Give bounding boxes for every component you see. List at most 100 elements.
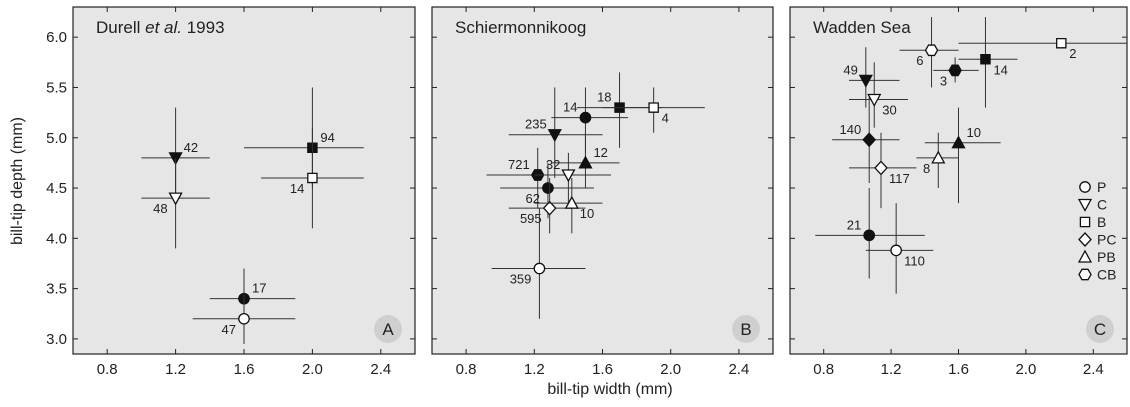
data-point-triangle-up xyxy=(564,195,579,209)
data-point-square xyxy=(648,102,659,113)
data-label: 12 xyxy=(593,145,607,160)
data-label: 21 xyxy=(847,217,861,232)
data-label: 32 xyxy=(546,157,560,172)
data-label: 14 xyxy=(290,181,304,196)
data-point-triangle-down xyxy=(561,169,576,183)
data-label: 14 xyxy=(993,62,1007,77)
panel-title-part: Schiermonnikoog xyxy=(455,18,586,37)
x-tick-label: 2.0 xyxy=(302,361,323,378)
data-label: 2 xyxy=(1069,46,1076,61)
data-label: 117 xyxy=(889,171,910,186)
data-point-diamond xyxy=(862,132,877,148)
y-tick-label: 4.0 xyxy=(46,230,67,247)
data-label: 17 xyxy=(252,281,266,296)
x-tick-label: 0.8 xyxy=(97,361,118,378)
panel-title-part: 1993 xyxy=(182,18,225,37)
x-axis-label: bill-tip width (mm) xyxy=(547,381,672,398)
y-tick-label: 3.5 xyxy=(46,281,67,298)
x-tick-label: 2.4 xyxy=(728,361,749,378)
data-label: 110 xyxy=(904,253,925,268)
data-label: 4 xyxy=(662,111,669,126)
legend-label: PB xyxy=(1097,249,1116,265)
y-axis-label: bill-tip depth (mm) xyxy=(9,117,26,245)
panel-c: 0.8 1.2 1.6 2.0 2.4 Wadden Sea C 6 2 3 14 49 30 140 10… xyxy=(789,6,1128,378)
legend-label: CB xyxy=(1097,267,1116,283)
y-tick-label: 3.0 xyxy=(46,331,67,348)
data-point-square xyxy=(980,54,991,65)
y-tick-label: 5.5 xyxy=(46,79,67,96)
panel-b: 0.8 1.2 1.6 2.0 2.4 Schiermonnikoog B 18 4 14 235 7… xyxy=(431,6,774,378)
legend-label: B xyxy=(1097,214,1106,230)
x-tick-label: 1.2 xyxy=(524,361,545,378)
x-tick-label: 1.6 xyxy=(234,361,255,378)
data-label: 6 xyxy=(916,53,923,68)
legend-label: PC xyxy=(1097,232,1116,248)
data-label: 14 xyxy=(563,100,577,115)
legend-marker-triangle-down xyxy=(1077,198,1093,212)
data-label: 359 xyxy=(510,272,532,287)
panel-title: Wadden Sea xyxy=(813,18,911,37)
data-point-triangle-down xyxy=(547,129,562,143)
data-label: 48 xyxy=(153,201,167,216)
data-point-circle xyxy=(542,182,554,194)
data-label: 235 xyxy=(525,117,547,132)
data-point-triangle-up xyxy=(578,155,593,169)
data-label: 721 xyxy=(508,157,530,172)
panel-badge-label: C xyxy=(1094,320,1106,339)
data-point-triangle-up xyxy=(951,135,966,149)
plot-area xyxy=(431,6,774,355)
data-point-circle xyxy=(238,312,250,325)
data-label: 10 xyxy=(967,125,981,140)
panel-title: Schiermonnikoog xyxy=(455,18,586,37)
x-tick-label: 1.6 xyxy=(948,361,969,378)
panel-a: 0.8 1.2 1.6 2.0 2.4 3.0 3.5 4.0 4.5 5.0 5.5 6.0 Dure… xyxy=(46,6,416,378)
legend-marker-diamond xyxy=(1078,232,1092,247)
legend-marker-circle xyxy=(1079,181,1091,193)
data-point-triangle-down xyxy=(858,74,873,88)
panel-badge xyxy=(374,315,402,343)
data-label: 140 xyxy=(839,122,861,137)
panel-title-part: et al. xyxy=(145,18,182,37)
data-label: 30 xyxy=(882,103,896,118)
x-tick-label: 2.0 xyxy=(1015,361,1036,378)
x-tick-label: 0.8 xyxy=(813,361,834,378)
data-label: 47 xyxy=(222,322,236,337)
data-point-square xyxy=(307,172,318,184)
legend-label: P xyxy=(1097,179,1106,195)
data-point-hexagon xyxy=(924,44,939,57)
x-tick-label: 2.4 xyxy=(1083,361,1104,378)
panel-title-part: Durell xyxy=(96,18,145,37)
data-point-triangle-down xyxy=(168,192,183,206)
x-tick-label: 1.6 xyxy=(592,361,613,378)
panel-badge xyxy=(1086,315,1114,343)
y-tick-label: 6.0 xyxy=(46,29,67,46)
data-point-circle xyxy=(533,262,546,275)
panel-badge-label: B xyxy=(740,320,751,339)
x-tick-label: 1.2 xyxy=(165,361,186,378)
data-point-hexagon xyxy=(948,64,962,77)
panel-badge-label: A xyxy=(382,320,394,339)
y-tick-label: 4.5 xyxy=(46,180,67,197)
panel-title: Durell et al. 1993 xyxy=(96,18,225,37)
panel-badge xyxy=(732,315,760,343)
data-label: 49 xyxy=(843,62,857,77)
data-point-circle xyxy=(890,244,903,257)
data-point-square xyxy=(1056,37,1067,49)
data-point-circle xyxy=(863,229,876,242)
legend-marker-hexagon xyxy=(1078,268,1092,281)
data-point-triangle-up xyxy=(931,150,946,164)
legend-marker-square xyxy=(1079,216,1091,228)
data-label: 595 xyxy=(520,211,542,226)
x-tick-label: 2.4 xyxy=(370,361,391,378)
data-label: 18 xyxy=(597,90,611,105)
panel-title-part: Wadden Sea xyxy=(813,18,911,37)
data-label: 10 xyxy=(580,206,594,221)
x-tick-label: 2.0 xyxy=(660,361,681,378)
x-tick-label: 1.2 xyxy=(881,361,902,378)
data-label: 62 xyxy=(525,191,539,206)
legend-marker-triangle-up xyxy=(1077,249,1093,263)
y-tick-label: 5.0 xyxy=(46,130,67,147)
data-label: 8 xyxy=(923,161,930,176)
